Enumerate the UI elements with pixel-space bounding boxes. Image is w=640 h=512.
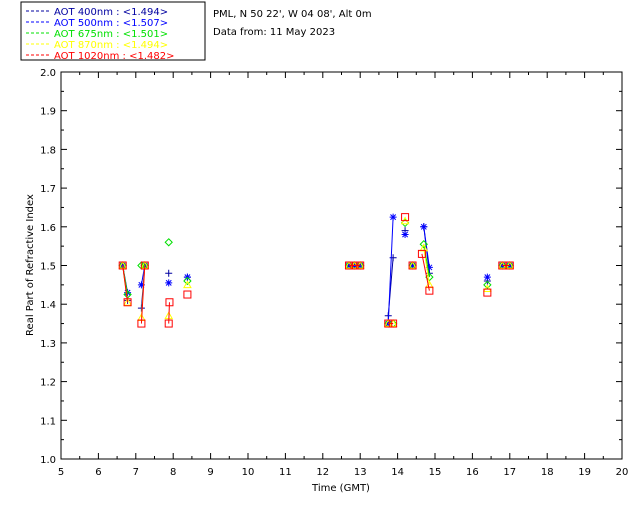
diamond-marker <box>483 280 492 290</box>
square-marker <box>140 261 149 270</box>
y-tick-label: 1.2 <box>40 378 56 389</box>
square-marker <box>137 319 146 328</box>
triangle-marker <box>483 284 492 293</box>
star-marker <box>425 263 433 271</box>
x-tick-label: 16 <box>466 467 479 478</box>
series-1 <box>119 213 514 328</box>
y-tick-label: 1.3 <box>40 339 56 350</box>
x-axis-label: Time (GMT) <box>311 483 370 494</box>
y-tick-label: 1.6 <box>40 223 56 234</box>
square-marker <box>356 261 365 270</box>
diamond-marker <box>164 238 173 247</box>
square-marker <box>118 261 127 270</box>
square-marker <box>123 298 132 307</box>
square-marker <box>384 319 393 328</box>
x-tick-label: 12 <box>316 467 329 478</box>
y-axis-label: Real Part of Refractive Index <box>25 194 36 336</box>
x-tick-label: 18 <box>541 467 554 478</box>
series-segment <box>423 248 430 285</box>
series-0 <box>119 223 514 320</box>
star-marker <box>165 279 173 287</box>
square-marker <box>344 261 353 270</box>
x-tick-label: 7 <box>133 467 139 478</box>
x-tick-label: 10 <box>242 467 255 478</box>
y-tick-label: 1.4 <box>40 300 56 311</box>
y-tick-label: 1.9 <box>40 107 56 118</box>
star-marker <box>137 281 145 289</box>
series-2 <box>118 218 515 328</box>
series-segment <box>423 226 430 268</box>
legend-label: AOT 400nm : <1.494> <box>54 7 168 18</box>
diamond-marker <box>183 276 192 286</box>
legend-frame <box>20 1 206 61</box>
y-tick-label: 1.5 <box>40 262 56 273</box>
x-tick-label: 17 <box>503 467 516 478</box>
diamond-marker <box>419 240 428 249</box>
x-tick-label: 5 <box>58 467 64 478</box>
y-tick-label: 1.1 <box>40 416 56 427</box>
square-marker <box>165 298 174 307</box>
triangle-marker <box>408 260 417 269</box>
star-marker <box>401 231 409 239</box>
square-marker <box>389 319 398 328</box>
x-tick-label: 20 <box>616 467 629 478</box>
square-marker <box>350 261 359 270</box>
plus-marker <box>165 269 173 277</box>
legend: AOT 400nm : <1.494>AOT 500nm : <1.507>AO… <box>20 1 206 62</box>
square-marker <box>401 213 410 222</box>
series-segment <box>387 217 394 324</box>
square-marker <box>408 261 417 270</box>
square-marker <box>183 290 192 299</box>
triangle-marker <box>183 280 192 289</box>
series-segment <box>423 244 430 278</box>
legend-label: AOT 1020nm : <1.482> <box>54 51 174 62</box>
series-segment <box>122 265 129 303</box>
y-tick-label: 1.0 <box>40 455 56 466</box>
x-tick-label: 6 <box>95 467 101 478</box>
star-marker <box>389 213 397 221</box>
x-tick-label: 9 <box>207 467 213 478</box>
x-tick-label: 19 <box>578 467 591 478</box>
triangle-marker <box>123 297 132 306</box>
square-marker <box>483 288 492 297</box>
date-info: Data from: 11 May 2023 <box>213 27 335 38</box>
square-marker <box>425 286 434 295</box>
star-marker <box>409 262 417 269</box>
star-marker <box>420 223 428 231</box>
x-tick-label: 13 <box>354 467 367 478</box>
x-tick-label: 8 <box>170 467 176 478</box>
x-tick-label: 11 <box>279 467 292 478</box>
y-tick-label: 1.7 <box>40 184 56 195</box>
square-marker <box>505 261 514 270</box>
star-marker <box>483 273 491 281</box>
square-marker <box>417 249 426 258</box>
y-tick-label: 2.0 <box>40 68 56 79</box>
series-segment <box>140 265 146 324</box>
series-4 <box>118 213 514 328</box>
y-tick-label: 1.8 <box>40 145 56 156</box>
legend-label: AOT 870nm : <1.494> <box>54 40 168 51</box>
site-info: PML, N 50 22', W 04 08', Alt 0m <box>213 9 372 20</box>
series-3 <box>118 216 515 327</box>
legend-label: AOT 675nm : <1.501> <box>54 29 168 40</box>
x-tick-label: 14 <box>391 467 404 478</box>
series-segment <box>421 253 430 291</box>
x-tick-label: 15 <box>429 467 442 478</box>
legend-label: AOT 500nm : <1.507> <box>54 18 168 29</box>
square-marker <box>164 319 173 328</box>
